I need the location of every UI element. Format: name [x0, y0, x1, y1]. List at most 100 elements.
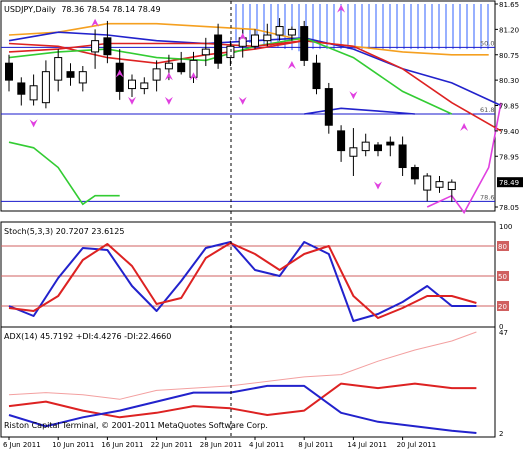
candle: [177, 51, 186, 75]
candle-body-down: [103, 37, 112, 56]
candle-body-down: [115, 62, 124, 92]
fibo-level-label: 78.6: [480, 193, 494, 201]
signal-arrow-down-icon: [374, 181, 382, 190]
candle: [300, 20, 309, 67]
candle: [312, 54, 321, 95]
candle-body-up: [41, 71, 50, 104]
signal-arrow-down-icon: [128, 96, 136, 105]
candle: [435, 175, 444, 193]
stoch-tick-label: 100: [499, 223, 512, 231]
candle-body-up: [128, 79, 136, 90]
candle: [78, 66, 87, 92]
price-tick-label: 81.20: [499, 26, 519, 34]
candle: [361, 133, 370, 157]
price-tick-label: 78.05: [499, 204, 519, 212]
adx-tick-label: 2: [499, 430, 503, 438]
candle: [54, 49, 63, 92]
candle-body-down: [398, 144, 407, 169]
candle: [349, 128, 358, 176]
candle: [287, 26, 296, 41]
overlay-line-blue-lower: [304, 107, 415, 115]
stoch-tick-label: 0: [499, 323, 503, 331]
overlay-line-magenta: [426, 102, 502, 215]
candle: [374, 142, 382, 157]
candle-body-up: [447, 181, 456, 191]
candle-body-up: [226, 45, 235, 59]
time-tick-label: 10 Jun 2011: [52, 441, 94, 449]
candle: [398, 136, 407, 176]
signal-arrow-up-icon: [91, 18, 100, 27]
candle-body-up: [91, 40, 100, 53]
candle-body-up: [54, 57, 63, 81]
candle-body-up: [349, 147, 358, 157]
candle: [41, 60, 50, 109]
candle-body-up: [287, 28, 296, 36]
stoch-level-tag: [497, 271, 509, 281]
signal-arrow-down-icon: [29, 119, 38, 128]
stoch-level-label: 20: [498, 303, 507, 311]
signal-arrow-down-icon: [349, 91, 358, 100]
candle: [103, 20, 112, 64]
overlay-line-green-lagging: [8, 141, 120, 206]
stoch-level-tag: [497, 301, 509, 311]
candle: [275, 18, 284, 41]
candle: [66, 63, 75, 86]
candle-body-down: [312, 62, 321, 90]
stoch-panel-title: Stoch(5,3,3) 20.7207 23.6125: [4, 227, 124, 236]
candle: [128, 74, 136, 98]
candle: [214, 23, 223, 69]
price-tick-label: 81.65: [499, 1, 519, 9]
current-price-label: 78.49: [499, 179, 519, 187]
time-tick-label: 6 Jun 2011: [3, 441, 41, 449]
candle-body-up: [29, 85, 38, 101]
stoch-level-tag: [497, 241, 509, 251]
time-tick-label: 22 Jun 2011: [151, 441, 193, 449]
stoch-level-label: 50: [498, 273, 507, 281]
adx-series-line-2: [8, 384, 477, 434]
candle: [226, 40, 235, 67]
candle: [251, 29, 259, 50]
time-tick-label: 8 Jul 2011: [298, 441, 333, 449]
candle: [201, 37, 210, 67]
candle-body-up: [263, 34, 272, 42]
candle-body-up: [435, 181, 444, 188]
signal-arrow-up-icon: [115, 69, 124, 78]
candle-body-up: [275, 26, 284, 36]
candle: [91, 29, 100, 69]
candle-body-down: [177, 62, 186, 73]
price-chart: 50.0 61.8 78.6: [1, 4, 502, 215]
adx-tick-label: 47: [499, 329, 508, 337]
time-tick-label: 4 Jul 2011: [249, 441, 284, 449]
signal-arrow-down-icon: [238, 96, 247, 105]
candle-body-down: [66, 71, 75, 78]
candle-body-down: [410, 167, 419, 180]
candle: [17, 77, 26, 106]
candle-body-down: [300, 26, 309, 61]
adx-series-line-1: [8, 382, 477, 419]
price-tick-label: 80.30: [499, 77, 519, 85]
candle: [152, 60, 161, 92]
candle: [324, 82, 333, 134]
candle-body-down: [5, 62, 13, 81]
candle-body-up: [164, 62, 173, 70]
price-tick-label: 79.40: [499, 128, 519, 136]
adx-panel[interactable]: [0, 326, 496, 438]
candle-body-down: [337, 130, 346, 152]
copyright-text: Riston Capital Terminal, © 2001-2011 Met…: [4, 421, 268, 430]
candle-body-down: [324, 88, 333, 126]
signal-arrow-up-icon: [164, 72, 173, 81]
signal-arrow-up-icon: [337, 4, 346, 13]
candle-body-down: [214, 34, 223, 64]
adx-panel-title: ADX(14) 45.7192 +DI:4.4276 -DI:22.4660: [4, 332, 171, 341]
candle-body-up: [423, 175, 432, 191]
axes: 81.65 81.20 80.75 80.30 79.85 79.40 78.95 78.49…: [3, 1, 523, 449]
candle-body-up: [361, 141, 370, 152]
signal-arrow-down-icon: [164, 96, 173, 105]
candle-body-up: [140, 82, 149, 90]
price-tick-label: 80.75: [499, 52, 519, 60]
stoch-series-line-1: [8, 242, 477, 319]
candle: [29, 74, 38, 106]
signal-arrow-up-icon: [189, 72, 198, 81]
time-tick-label: 20 Jul 2011: [397, 441, 437, 449]
